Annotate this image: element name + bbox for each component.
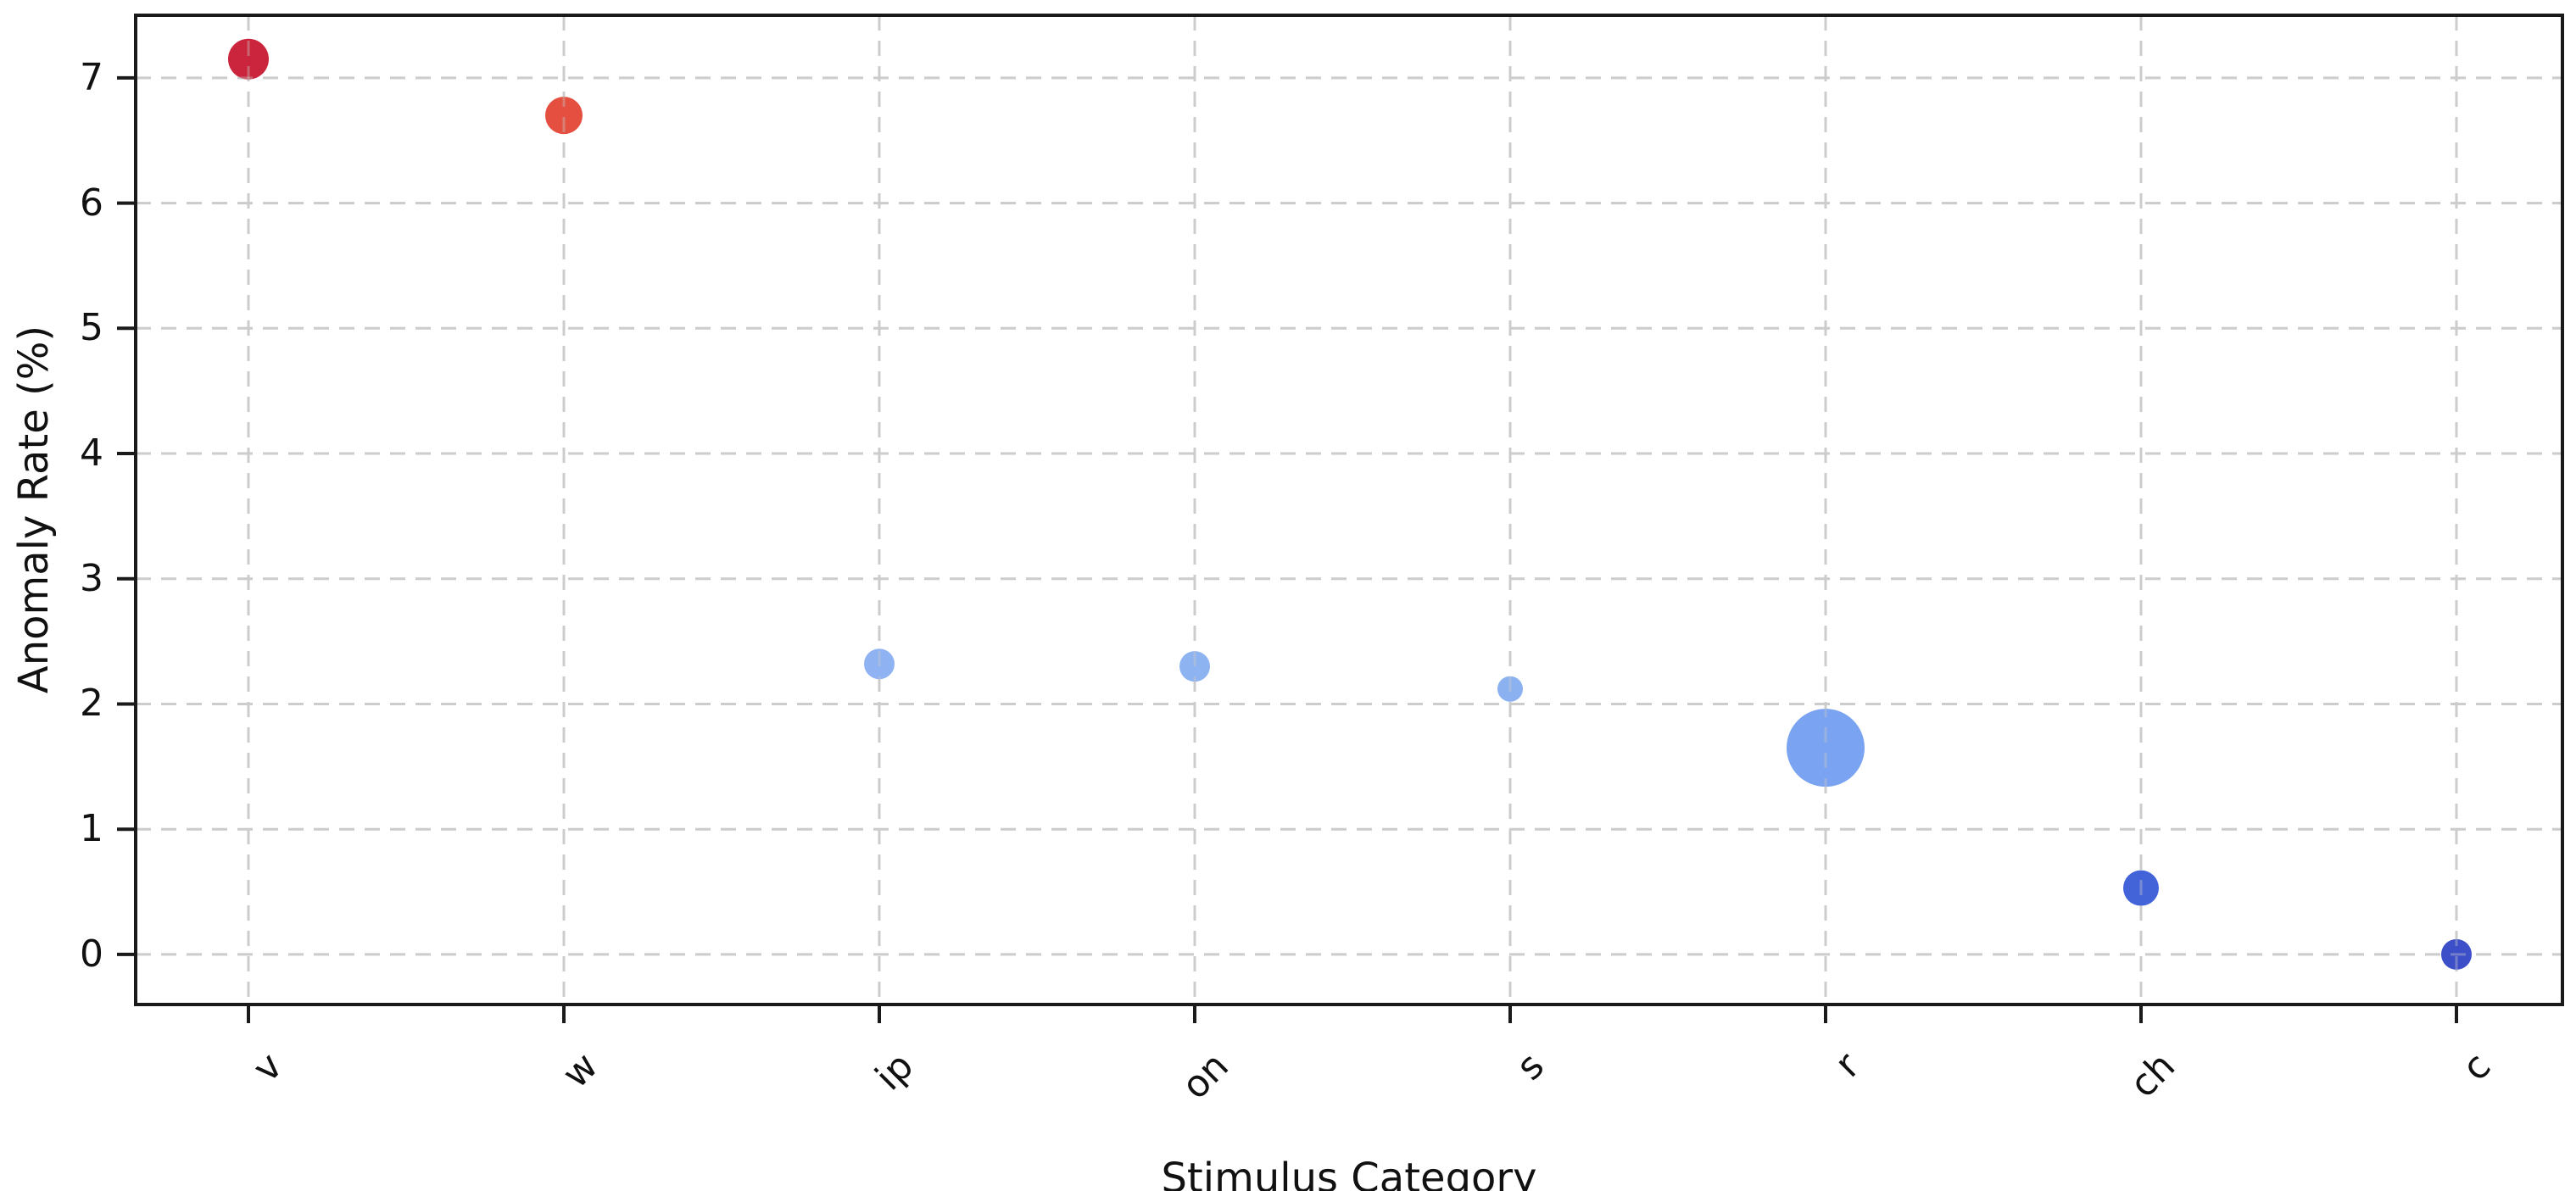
y-tick-label-3: 3 xyxy=(80,556,103,600)
y-tick-label-4: 4 xyxy=(80,431,103,476)
y-axis-label: Anomaly Rate (%) xyxy=(10,325,58,694)
y-tick-label-1: 1 xyxy=(80,807,103,851)
data-point-w xyxy=(545,97,583,135)
y-tick-label-5: 5 xyxy=(80,306,103,350)
data-point-on xyxy=(1179,651,1210,682)
y-tick-label-2: 2 xyxy=(80,682,103,726)
y-tick-label-7: 7 xyxy=(80,55,103,99)
axes-spines xyxy=(134,14,2564,1006)
data-point-v xyxy=(228,38,269,80)
x-axis-label: Stimulus Category xyxy=(1161,1155,1537,1191)
y-tick-label-6: 6 xyxy=(80,181,103,225)
data-point-ip xyxy=(864,648,895,680)
data-point-ch xyxy=(2123,870,2159,906)
y-tick-label-0: 0 xyxy=(80,932,103,976)
data-point-c xyxy=(2441,938,2472,970)
data-point-s xyxy=(1497,676,1523,702)
data-point-r xyxy=(1787,709,1865,788)
